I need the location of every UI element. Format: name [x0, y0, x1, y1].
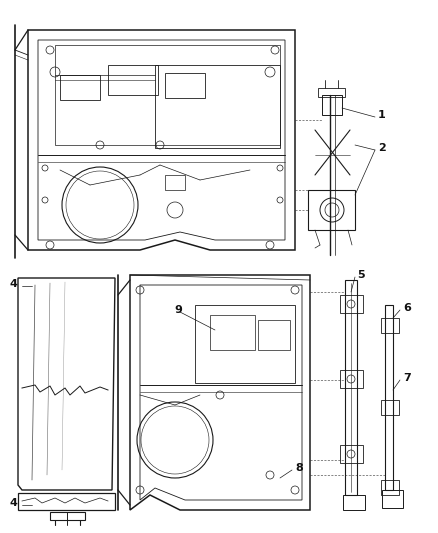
Text: 9: 9	[174, 305, 182, 315]
Text: 7: 7	[403, 373, 411, 383]
Bar	[60, 75, 100, 100]
Text: 4: 4	[10, 279, 18, 289]
Text: 1: 1	[378, 110, 386, 120]
Text: 8: 8	[295, 463, 303, 473]
Text: 5: 5	[357, 270, 364, 280]
Bar	[108, 65, 158, 95]
Text: 2: 2	[378, 143, 386, 153]
Text: 6: 6	[403, 303, 411, 313]
Bar	[165, 73, 205, 98]
Text: 4: 4	[10, 498, 18, 508]
